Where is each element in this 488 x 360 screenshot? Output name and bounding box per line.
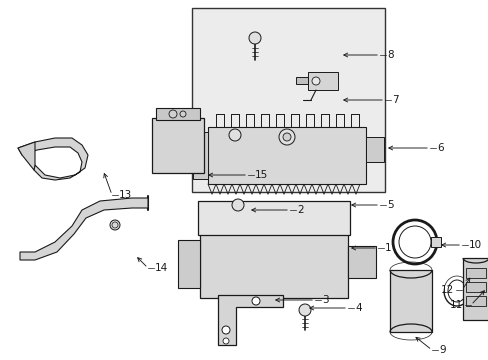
Polygon shape (200, 233, 347, 298)
Circle shape (251, 297, 260, 305)
Polygon shape (20, 198, 148, 260)
Circle shape (222, 326, 229, 334)
Text: 12: 12 (440, 285, 453, 295)
Circle shape (110, 220, 120, 230)
Circle shape (311, 77, 319, 85)
Bar (152, 118, 203, 173)
Polygon shape (307, 72, 337, 90)
Polygon shape (207, 127, 365, 184)
Text: 15: 15 (254, 170, 268, 180)
Bar (156, 108, 200, 120)
Polygon shape (18, 142, 35, 170)
Text: 13: 13 (119, 190, 132, 200)
Polygon shape (218, 295, 283, 345)
Text: 6: 6 (436, 143, 443, 153)
Circle shape (248, 32, 261, 44)
Text: 1: 1 (384, 243, 391, 253)
Bar (430, 237, 440, 247)
Text: 9: 9 (438, 345, 445, 355)
Circle shape (180, 111, 185, 117)
Polygon shape (462, 258, 488, 320)
Polygon shape (389, 270, 431, 332)
Text: 11: 11 (449, 300, 462, 310)
Bar (198, 201, 349, 235)
Circle shape (169, 110, 177, 118)
Circle shape (231, 199, 244, 211)
Polygon shape (18, 138, 88, 180)
Circle shape (298, 304, 310, 316)
Polygon shape (193, 132, 207, 179)
Polygon shape (178, 240, 200, 288)
Polygon shape (347, 246, 375, 278)
Text: 10: 10 (468, 240, 481, 250)
Bar (192, 8, 384, 192)
Text: 14: 14 (155, 263, 168, 273)
Bar (465, 296, 485, 306)
Circle shape (223, 338, 228, 344)
Polygon shape (365, 137, 383, 162)
Circle shape (228, 129, 241, 141)
Text: 2: 2 (296, 205, 303, 215)
Text: 8: 8 (386, 50, 393, 60)
Text: 4: 4 (354, 303, 361, 313)
Circle shape (279, 129, 294, 145)
Text: 7: 7 (391, 95, 398, 105)
Bar (465, 268, 485, 278)
Text: 5: 5 (386, 200, 393, 210)
Circle shape (283, 133, 290, 141)
Text: 3: 3 (321, 295, 328, 305)
Polygon shape (295, 77, 307, 84)
Bar (465, 282, 485, 292)
